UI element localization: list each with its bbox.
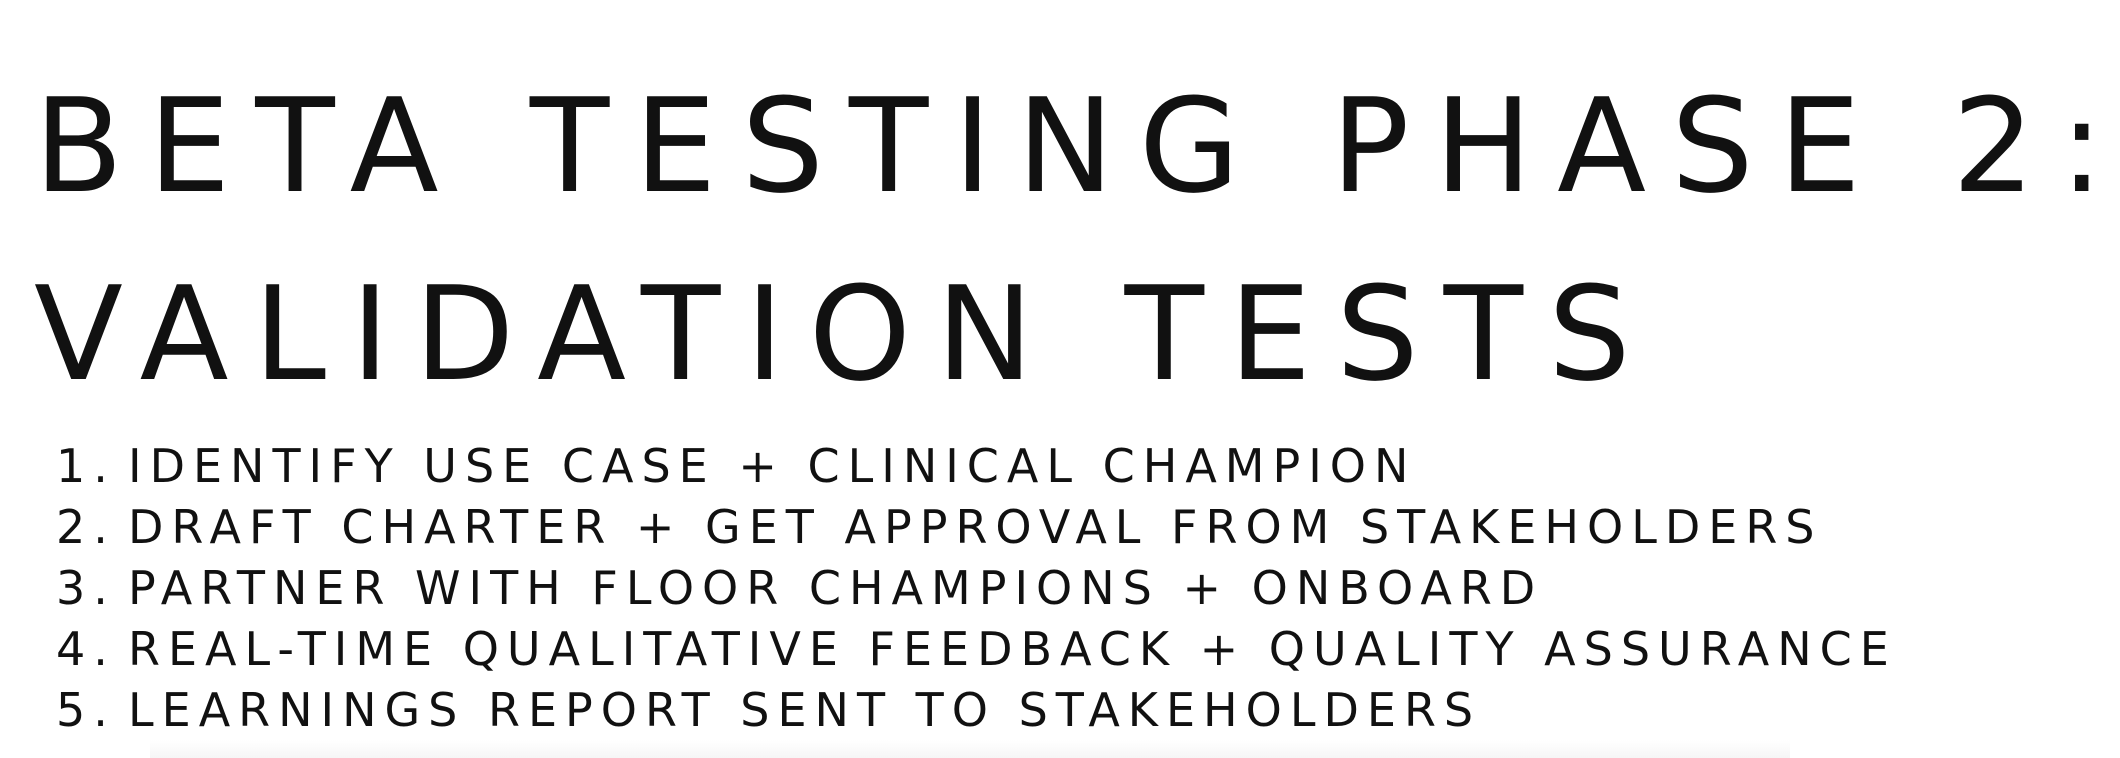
step-item-2: 2. DRAFT CHARTER + GET APPROVAL FROM STA…: [56, 497, 1897, 558]
step-text: PARTNER WITH FLOOR CHAMPIONS + ONBOARD: [128, 561, 1544, 615]
slide-title: BETA TESTING PHASE 2: VALIDATION TESTS: [34, 52, 2120, 428]
step-item-3: 3. PARTNER WITH FLOOR CHAMPIONS + ONBOAR…: [56, 558, 1897, 619]
step-item-4: 4. REAL-TIME QUALITATIVE FEEDBACK + QUAL…: [56, 619, 1897, 680]
steps-list: 1. IDENTIFY USE CASE + CLINICAL CHAMPION…: [56, 436, 1897, 741]
step-number: 2.: [56, 500, 116, 554]
step-number: 3.: [56, 561, 116, 615]
title-line-1: BETA TESTING PHASE 2:: [34, 70, 2120, 222]
step-text: IDENTIFY USE CASE + CLINICAL CHAMPION: [128, 439, 1417, 493]
step-text: REAL-TIME QUALITATIVE FEEDBACK + QUALITY…: [128, 622, 1897, 676]
step-number: 5.: [56, 683, 116, 737]
step-item-1: 1. IDENTIFY USE CASE + CLINICAL CHAMPION: [56, 436, 1897, 497]
bottom-shadow-divider: [150, 740, 1790, 758]
step-text: DRAFT CHARTER + GET APPROVAL FROM STAKEH…: [128, 500, 1823, 554]
step-text: LEARNINGS REPORT SENT TO STAKEHOLDERS: [128, 683, 1482, 737]
step-item-5: 5. LEARNINGS REPORT SENT TO STAKEHOLDERS: [56, 680, 1897, 741]
title-line-2: VALIDATION TESTS: [34, 258, 1656, 410]
step-number: 1.: [56, 439, 116, 493]
step-number: 4.: [56, 622, 116, 676]
